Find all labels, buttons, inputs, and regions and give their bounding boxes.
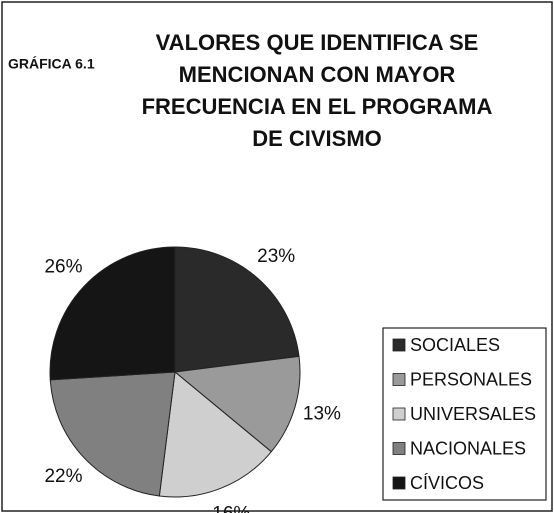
pie-slice (49, 246, 176, 381)
figure-label: GRÁFICA 6.1 (8, 56, 95, 72)
pie-slice (158, 371, 273, 498)
legend-swatch (392, 373, 406, 386)
legend-swatch (392, 407, 406, 421)
legend-label: NACIONALES (410, 438, 526, 458)
slice-label: 23% (257, 246, 295, 267)
legend-swatch (392, 476, 406, 490)
slice-label: 26% (44, 256, 82, 277)
legend-swatch (392, 338, 406, 352)
slice-label: 22% (44, 466, 82, 487)
legend-label: CÍVICOS (410, 473, 484, 493)
pie-slice (174, 246, 300, 373)
chart-title: MENCIONAN CON MAYOR (179, 62, 456, 87)
chart-title: DE CIVISMO (252, 126, 382, 151)
legend-label: UNIVERSALES (410, 404, 536, 424)
slice-label: 13% (303, 404, 341, 425)
chart-title: FRECUENCIA EN EL PROGRAMA (142, 94, 493, 119)
legend-box (382, 327, 547, 501)
pie-slice (173, 355, 301, 453)
slice-label: 16% (212, 503, 250, 513)
chart-title: VALORES QUE IDENTIFICA SE (156, 30, 479, 55)
pie-slice (49, 371, 176, 497)
legend-label: SOCIALES (410, 335, 500, 355)
legend-label: PERSONALES (410, 369, 532, 389)
legend-swatch (392, 442, 406, 455)
